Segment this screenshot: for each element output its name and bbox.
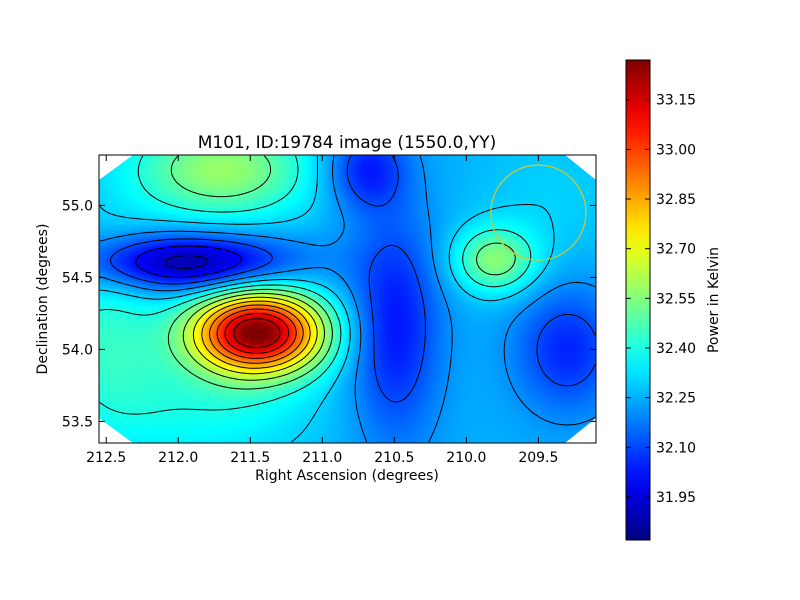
x-axis-label: Right Ascension (degrees) xyxy=(255,468,439,484)
y-axis-label: Declination (degrees) xyxy=(35,224,51,375)
colorbar: 31.95 32.10 32.25 32.40 32.55 32.70 32.85 33.00… xyxy=(625,59,722,541)
y-tick-label: 54.0 xyxy=(62,342,93,358)
x-tick-label: 210.5 xyxy=(374,450,414,466)
colorbar-tick-label: 32.40 xyxy=(656,341,696,357)
x-tick-label: 210.0 xyxy=(446,450,486,466)
colorbar-tick-label: 32.25 xyxy=(656,391,696,407)
contour-line xyxy=(192,296,318,375)
heatmap-area xyxy=(99,155,596,443)
x-tick-label: 212.5 xyxy=(86,450,126,466)
contour-line xyxy=(216,308,297,359)
plot-frame xyxy=(98,154,597,444)
contour-line xyxy=(135,245,242,278)
contour-line xyxy=(209,304,304,364)
colorbar-tick-label: 32.55 xyxy=(656,291,696,307)
colorbar-gradient xyxy=(625,59,651,541)
y-tick-label: 54.5 xyxy=(62,270,93,286)
x-axis: 212.5 212.0 211.5 211.0 210.5 210.0 209.5 xyxy=(86,155,558,466)
x-tick-label: 209.5 xyxy=(518,450,558,466)
heatmap-image xyxy=(99,155,596,443)
contour-line xyxy=(167,155,516,390)
contour-line xyxy=(182,292,325,381)
contour-line xyxy=(99,155,555,443)
contour-line xyxy=(99,155,596,443)
contour-lines xyxy=(99,155,596,443)
colorbar-ticks: 31.95 32.10 32.25 32.40 32.55 32.70 32.85 33.00… xyxy=(626,93,696,506)
contour-line xyxy=(99,155,532,415)
contour-line xyxy=(201,300,311,369)
contour-line xyxy=(110,155,596,403)
chart-title: M101, ID:19784 image (1550.0,YY) xyxy=(198,133,497,153)
contour-line xyxy=(233,318,281,349)
contour-line xyxy=(224,313,290,354)
y-tick-label: 53.5 xyxy=(62,414,93,430)
beam-circle xyxy=(490,164,587,261)
colorbar-tick-label: 32.85 xyxy=(656,192,696,208)
colorbar-label: Power in Kelvin xyxy=(706,247,722,353)
colorbar-tick-label: 31.95 xyxy=(656,490,696,506)
x-tick-label: 211.5 xyxy=(230,450,270,466)
y-tick-label: 55.0 xyxy=(62,198,93,214)
y-axis: 53.5 54.0 54.5 55.0 xyxy=(62,198,596,430)
colorbar-tick-label: 32.10 xyxy=(656,440,696,456)
colorbar-tick-label: 32.70 xyxy=(656,242,696,258)
colorbar-tick-label: 33.00 xyxy=(656,142,696,158)
colorbar-tick-label: 33.15 xyxy=(656,93,696,109)
contour-line xyxy=(165,255,209,269)
x-tick-label: 211.0 xyxy=(302,450,342,466)
x-tick-label: 212.0 xyxy=(158,450,198,466)
